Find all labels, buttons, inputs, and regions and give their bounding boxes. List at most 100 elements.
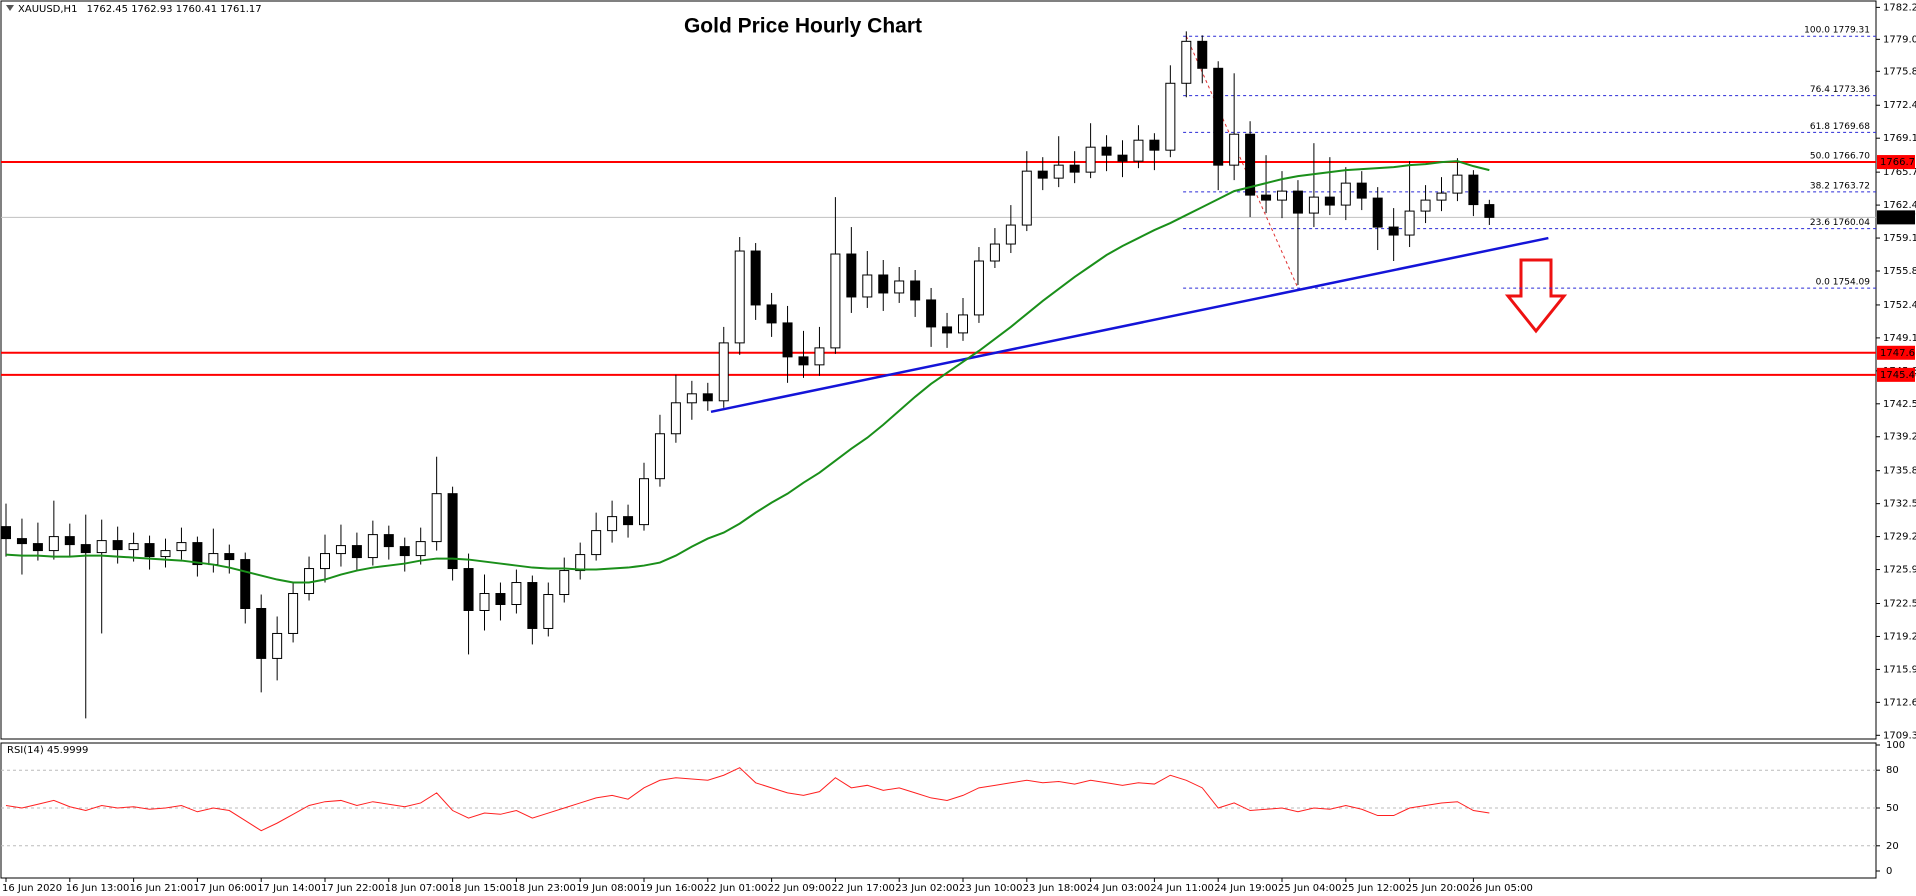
y-tick-label: 1759.10 [1883,233,1916,244]
candle-body [862,274,873,298]
candle-body [1069,164,1080,173]
candle-body [495,593,506,606]
x-tick-label: 22 Jun 01:00 [704,883,768,894]
chart-title: Gold Price Hourly Chart [684,15,922,38]
x-tick-label: 24 Jun 11:00 [1150,883,1214,894]
candle-body [1388,226,1399,236]
candle-body [670,402,681,435]
candle-body [1005,224,1016,245]
y-tick-label: 1722.50 [1883,599,1916,610]
y-tick-label: 1749.10 [1883,333,1916,344]
candle-body [766,304,777,324]
down-arrow [1504,258,1568,334]
candle-body [782,322,793,358]
candle-body [1149,139,1160,151]
y-tick-label: 1719.20 [1883,631,1916,642]
candle-body [1245,133,1256,196]
candle-body [750,250,761,306]
y-tick-label: 1742.50 [1883,399,1916,410]
rsi-tick-label: 100 [1886,740,1905,751]
candle-body [240,559,251,609]
rsi-tick-label: 50 [1886,803,1899,814]
candle-body [559,570,570,596]
candle-body [1436,192,1447,201]
x-tick-label: 16 Jun 21:00 [130,883,194,894]
candle-body [1404,210,1415,236]
candle-body [527,582,538,629]
candle-body [415,541,426,557]
candle-body [1261,194,1272,201]
candle-body [1372,197,1383,228]
candle-body [192,542,203,566]
fib-label: 76.4 1773.36 [1810,85,1870,95]
candle-body [1229,133,1240,166]
level-box [1877,155,1915,170]
candle-body [367,534,378,559]
level-label: 1766.71 [1880,157,1916,168]
y-tick-label: 1725.90 [1883,565,1916,576]
candle-body [1117,154,1128,162]
candle-body [256,607,267,659]
level-box [1877,345,1915,360]
x-tick-label: 19 Jun 08:00 [576,883,640,894]
y-tick-label: 1752.40 [1883,300,1916,311]
y-tick-label: 1782.20 [1883,2,1916,13]
x-tick-label: 18 Jun 23:00 [512,883,576,894]
candle-body [80,544,91,554]
fib-label: 100.0 1779.31 [1804,26,1870,36]
candle-body [1165,82,1176,151]
y-tick-label: 1775.80 [1883,66,1916,77]
candle-body [1053,164,1064,179]
candle-body [686,393,697,404]
candle-body [511,582,522,606]
x-tick-label: 22 Jun 17:00 [831,883,895,894]
candle-body [575,554,586,572]
level-label: 1745.40 [1880,370,1916,381]
y-tick-label: 1729.20 [1883,532,1916,543]
x-tick-label: 23 Jun 02:00 [895,883,959,894]
candle-body [1340,182,1351,206]
x-tick-label: 16 Jun 13:00 [66,883,130,894]
candle-body [607,516,618,532]
candle-body [96,540,107,554]
candle-body [639,478,649,526]
low: 1760.41 [176,4,217,15]
y-tick-label: 1779.00 [1883,34,1916,45]
candle-body [32,543,43,552]
candle-body [1021,170,1032,226]
candle-body [112,540,123,551]
fib-label: 50.0 1766.70 [1810,152,1870,162]
x-tick-label: 16 Jun 2020 [2,883,62,894]
candle-body [1324,196,1335,206]
candle-body [846,253,857,298]
level-box [1877,367,1915,382]
symbol-icon [6,5,14,11]
rsi-line [5,767,1490,832]
candle-body [1133,139,1144,162]
candle-body [272,632,283,659]
candle-body [320,553,330,570]
candle-body [718,342,729,402]
x-tick-label: 25 Jun 04:00 [1278,883,1342,894]
candle-body [447,493,458,570]
candle-body [1277,190,1287,201]
chart-header: XAUUSD,H1 1762.45 1762.93 1760.41 1761.1… [18,4,262,15]
candle-body [973,260,984,316]
candle-body [335,545,346,555]
symbol: XAUUSD,H1 [18,4,77,15]
y-tick-label: 1769.10 [1883,133,1916,144]
x-tick-label: 17 Jun 06:00 [193,883,257,894]
x-tick-label: 24 Jun 03:00 [1087,883,1151,894]
candle-body [1,526,11,540]
candle-body [989,243,1000,262]
candle-body [1468,174,1479,206]
candle-body [64,536,75,546]
rsi-tick-label: 0 [1886,866,1892,877]
level-label: 1747.61 [1880,348,1916,359]
high: 1762.93 [131,4,172,15]
candle-body [1101,146,1112,156]
candle-body [623,516,634,526]
moving-average [5,160,1490,584]
